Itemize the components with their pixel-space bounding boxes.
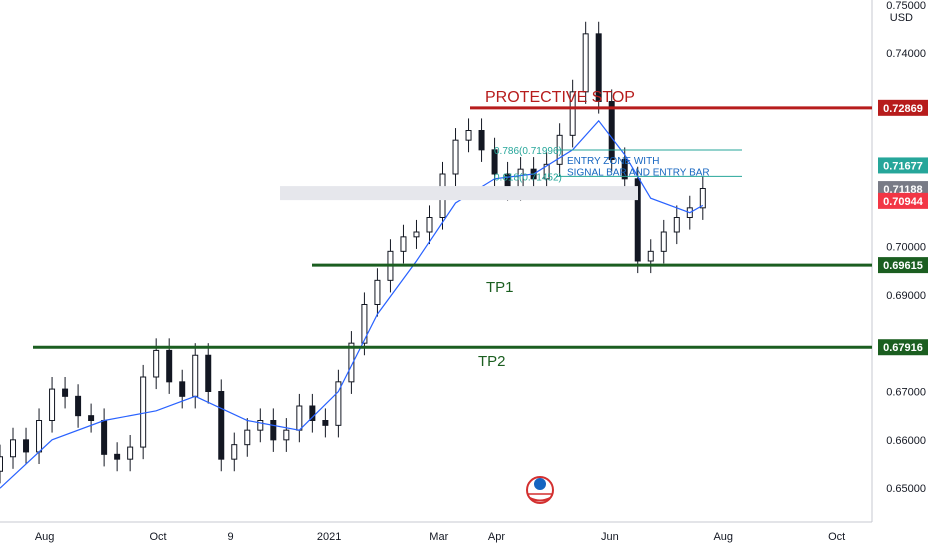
currency-label: USD <box>890 12 913 24</box>
fib-618-label: 0.618(0.71452) <box>494 172 562 183</box>
moving-average-line <box>0 119 704 489</box>
candle-body <box>88 415 95 421</box>
candle-body <box>75 395 82 417</box>
x-tick-label: Aug <box>713 531 733 543</box>
y-tick-label: 0.67000 <box>886 387 926 399</box>
x-tick-label: Mar <box>429 531 448 543</box>
candle-body <box>478 130 485 151</box>
price-tag-label: 0.67916 <box>883 342 923 354</box>
candle-body <box>400 236 407 252</box>
candle-body <box>413 231 420 238</box>
price-tag <box>878 192 928 209</box>
candle-body <box>270 420 277 441</box>
candle-body <box>582 33 589 93</box>
candle-body <box>10 439 17 458</box>
entry-zone-text-2: SIGNAL BAR AND ENTRY BAR <box>567 167 710 178</box>
candle-body <box>49 388 56 422</box>
candle-body <box>374 279 381 306</box>
entry-zone-band <box>280 186 638 201</box>
candle-body <box>634 178 641 262</box>
x-tick-label: Aug <box>35 531 55 543</box>
candle-body <box>296 405 303 431</box>
candle-body <box>335 381 342 426</box>
candle-body <box>23 439 30 453</box>
price-tag <box>878 99 928 116</box>
candle-body <box>465 130 472 141</box>
entry-zone-text-1: ENTRY ZONE WITH <box>567 156 659 167</box>
candle-body <box>660 231 667 252</box>
plot-area[interactable] <box>0 21 706 489</box>
candle-body <box>309 405 316 421</box>
x-tick-label: Oct <box>149 531 166 543</box>
tp2-label: TP2 <box>478 353 506 370</box>
x-tick-label: Apr <box>488 531 505 543</box>
y-tick-label: 0.69000 <box>886 290 926 302</box>
fib-786-label: 0.786(0.71996) <box>494 146 562 157</box>
y-tick-label: 0.75000 <box>886 0 926 12</box>
protective-stop-label: PROTECTIVE STOP <box>485 89 635 106</box>
candle-body <box>0 456 3 472</box>
candle-body <box>179 381 186 397</box>
x-tick-label: 2021 <box>317 531 341 543</box>
candle-body <box>543 163 550 180</box>
candle-body <box>283 429 290 441</box>
x-tick-label: Jun <box>601 531 619 543</box>
watermark-logo <box>526 476 554 504</box>
candle-body <box>322 420 329 426</box>
price-tag <box>878 157 928 174</box>
candle-body <box>231 444 238 460</box>
candle-body <box>491 149 498 175</box>
annotations: PROTECTIVE STOP 0.786(0.71996) 0.618(0.714… <box>33 89 872 370</box>
candle-body <box>621 159 628 180</box>
candle-body <box>452 139 459 175</box>
price-tag <box>878 257 928 274</box>
candle-body <box>426 217 433 233</box>
price-tag-label: 0.71677 <box>883 160 923 172</box>
candle-body <box>36 420 43 453</box>
price-tag-label: 0.70944 <box>883 196 924 208</box>
y-tick-label: 0.66000 <box>886 435 926 447</box>
candle-body <box>699 188 706 209</box>
y-tick-label: 0.70000 <box>886 242 926 254</box>
candle-body <box>153 349 160 378</box>
candle-body <box>244 429 251 446</box>
y-tick-label: 0.74000 <box>886 48 926 60</box>
x-tick-label: Oct <box>828 531 845 543</box>
price-tag-label: 0.69615 <box>883 260 923 272</box>
candle-body <box>569 91 576 136</box>
candle-body <box>348 342 355 383</box>
candle-body <box>361 304 368 344</box>
axes: 0.750000.740000.711520.700000.690000.670… <box>0 0 928 543</box>
candle-body <box>595 33 602 102</box>
price-tag <box>878 339 928 356</box>
y-tick-label: 0.65000 <box>886 483 926 495</box>
candle-body <box>257 420 264 431</box>
candle-body <box>140 376 147 448</box>
candle-body <box>673 217 680 233</box>
x-tick-label: 9 <box>227 531 233 543</box>
tp1-label: TP1 <box>486 279 514 296</box>
candle-body <box>205 354 212 392</box>
candle-body <box>114 453 121 460</box>
candle-body <box>647 250 654 262</box>
price-tag-label: 0.72869 <box>883 103 923 115</box>
candle-body <box>608 101 615 160</box>
candle-body <box>101 420 108 455</box>
candle-body <box>166 349 173 383</box>
candle-body <box>127 446 134 460</box>
candle-body <box>62 388 69 397</box>
candle-body <box>218 391 225 460</box>
candle-body <box>192 354 199 397</box>
